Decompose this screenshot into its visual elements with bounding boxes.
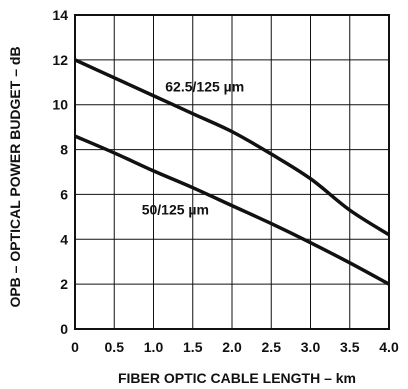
grid-lines [75,15,389,329]
series-line-1 [74,134,390,286]
x-tick-label: 0.5 [105,339,125,355]
y-tick-label: 0 [60,321,68,337]
x-tick-label: 3.5 [340,339,360,355]
y-tick-labels: 0 2 4 6 8 10 12 14 [52,7,68,337]
x-axis-title: FIBER OPTIC CABLE LENGTH – km [118,370,356,386]
y-tick-label: 14 [52,7,68,23]
y-tick-label: 4 [60,231,68,247]
y-tick-label: 6 [60,186,68,202]
x-tick-label: 3.0 [301,339,321,355]
y-tick-label: 10 [52,97,68,113]
series-labels: 62.5/125 µm 50/125 µm [142,78,244,217]
x-tick-label: 2.0 [222,339,242,355]
x-tick-label: 1.0 [144,339,164,355]
x-tick-label: 0 [71,339,79,355]
y-axis-title: OPB – OPTICAL POWER BUDGET – dB [7,46,23,307]
series-lines [74,58,390,286]
x-tick-label: 4.0 [379,339,399,355]
x-tick-label: 1.5 [183,339,203,355]
series-label-1: 50/125 µm [142,202,209,218]
x-tick-labels: 0 0.5 1.0 1.5 2.0 2.5 3.0 3.5 4.0 [71,339,399,355]
x-tick-label: 2.5 [262,339,282,355]
y-tick-label: 12 [52,52,68,68]
series-label-0: 62.5/125 µm [165,78,244,94]
series-line-0 [74,58,390,237]
y-tick-label: 8 [60,142,68,158]
y-tick-label: 2 [60,276,68,292]
